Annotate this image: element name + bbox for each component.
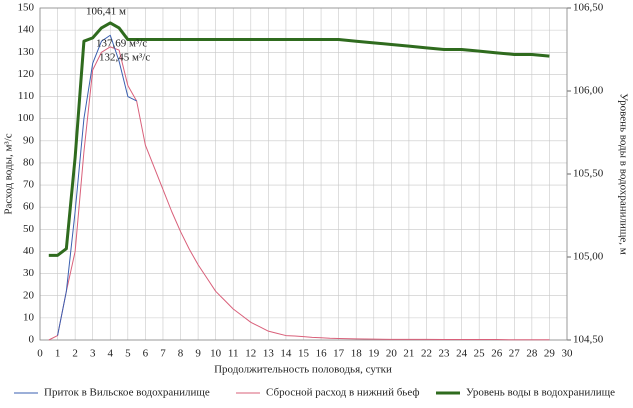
y2-tick-label: 105,50 [573, 168, 604, 180]
y-tick-label: 80 [23, 156, 35, 168]
x-tick-label: 4 [108, 348, 114, 360]
series-line [48, 21, 550, 257]
x-tick-label: 17 [333, 348, 345, 360]
y-axis-label: Расход воды, м³/с [3, 133, 15, 214]
x-tick-label: 2 [72, 348, 78, 360]
x-tick-label: 16 [316, 348, 328, 360]
x-tick-label: 13 [263, 348, 275, 360]
y-tick-label: 140 [18, 24, 35, 36]
x-tick-label: 24 [456, 348, 468, 360]
x-tick-label: 27 [509, 348, 521, 360]
x-tick-label: 5 [125, 348, 131, 360]
x-tick-label: 19 [368, 348, 380, 360]
y-tick-label: 60 [23, 201, 35, 213]
y-tick-label: 50 [23, 223, 35, 235]
y-tick-label: 120 [18, 68, 35, 80]
legend-label: Уровень воды в водохранилище [466, 387, 615, 399]
x-tick-label: 18 [351, 348, 363, 360]
x-tick-label: 29 [544, 348, 556, 360]
x-tick-label: 15 [298, 348, 310, 360]
y-tick-label: 40 [23, 245, 35, 257]
y-tick-label: 20 [23, 289, 35, 301]
x-tick-label: 9 [195, 348, 201, 360]
x-tick-label: 25 [474, 348, 486, 360]
x-tick-label: 7 [160, 348, 166, 360]
y-tick-label: 10 [23, 311, 35, 323]
x-tick-label: 28 [526, 348, 538, 360]
y-tick-label: 130 [18, 46, 35, 58]
x-tick-label: 26 [491, 348, 503, 360]
x-tick-label: 3 [90, 348, 96, 360]
plot-frame [39, 7, 568, 341]
x-axis-label: Продолжительность половодья, сутки [214, 364, 392, 376]
x-tick-label: 0 [37, 348, 43, 360]
x-tick-label: 14 [280, 348, 292, 360]
x-tick-label: 22 [421, 348, 432, 360]
y2-axis-label: Уровень воды в водохранилище, м [617, 93, 629, 254]
y2-tick-label: 106,50 [573, 2, 604, 14]
annotation: 137,69 м³/с [96, 38, 147, 50]
annotation: 132,45 м³/с [99, 52, 150, 64]
series-line [57, 34, 137, 336]
y-tick-label: 90 [23, 134, 35, 146]
y-tick-label: 150 [18, 2, 35, 14]
x-tick-label: 21 [403, 348, 414, 360]
y-tick-label: 100 [18, 112, 35, 124]
legend-label: Приток в Вильское водохранилище [44, 387, 210, 399]
y2-tick-label: 104,50 [573, 334, 604, 346]
x-tick-label: 30 [562, 348, 574, 360]
x-tick-label: 8 [178, 348, 184, 360]
x-tick-label: 12 [245, 348, 256, 360]
annotation: 106,41 м [86, 6, 126, 18]
legend-label: Сбросной расход в нижний бьеф [266, 387, 419, 399]
y-tick-label: 110 [18, 90, 35, 102]
y2-tick-label: 106,00 [573, 85, 604, 97]
x-tick-label: 11 [228, 348, 239, 360]
y-tick-label: 0 [29, 334, 35, 346]
x-tick-label: 1 [55, 348, 61, 360]
y-tick-label: 30 [23, 267, 35, 279]
y2-tick-label: 105,00 [573, 251, 604, 263]
x-tick-label: 20 [386, 348, 398, 360]
x-tick-label: 23 [439, 348, 451, 360]
y-tick-label: 70 [23, 179, 35, 191]
x-tick-label: 6 [143, 348, 149, 360]
x-tick-label: 10 [210, 348, 222, 360]
